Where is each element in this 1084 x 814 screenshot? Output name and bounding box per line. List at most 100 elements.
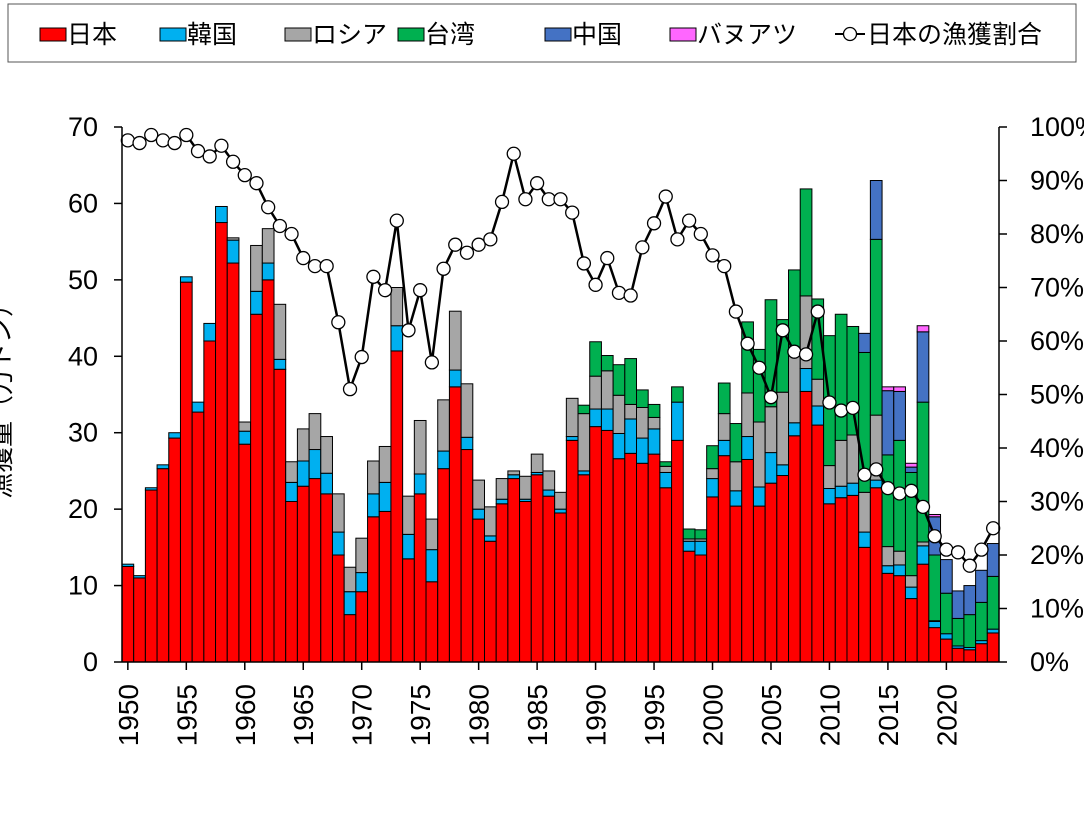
bar-segment xyxy=(390,350,404,663)
bar-segment xyxy=(343,614,357,663)
bar-segment xyxy=(846,325,860,436)
line-marker xyxy=(120,133,135,148)
bar-segment xyxy=(507,478,521,663)
x-tick-label: 1970 xyxy=(347,684,378,746)
bar-segment xyxy=(565,439,579,663)
bar-segment xyxy=(577,413,591,472)
bar-segment xyxy=(378,481,392,512)
bar-segment xyxy=(799,368,813,392)
bar-segment xyxy=(355,591,369,663)
bar-segment xyxy=(296,460,310,487)
bar-segment xyxy=(659,461,673,467)
x-tick-label: 1955 xyxy=(171,684,202,746)
bar-segment xyxy=(483,535,497,542)
bar-segment xyxy=(858,546,871,663)
bar-segment xyxy=(121,563,135,567)
bar-segment xyxy=(881,565,895,574)
legend-label: バヌアツ xyxy=(697,21,797,49)
bar-segment xyxy=(600,355,614,372)
bar-segment xyxy=(308,478,322,663)
y2-tick-label: 80% xyxy=(1030,219,1084,249)
bar-segment xyxy=(659,465,673,473)
line-marker xyxy=(214,138,229,153)
bar-segment xyxy=(706,445,719,470)
bar-segment xyxy=(928,554,942,622)
bar-segment xyxy=(425,581,439,663)
bar-segment xyxy=(542,489,556,497)
line-marker xyxy=(518,192,533,207)
line-marker xyxy=(424,355,440,370)
bar-segment xyxy=(764,452,778,484)
bar-segment xyxy=(285,461,298,483)
bar-segment xyxy=(261,262,275,281)
bar-segment xyxy=(904,586,918,600)
bar-segment xyxy=(776,391,790,466)
bar-segment xyxy=(986,632,1000,663)
line-marker xyxy=(190,143,206,159)
line-marker xyxy=(144,127,159,143)
bar-segment xyxy=(460,436,474,451)
bar-segment xyxy=(261,228,275,264)
y2-tick-label: 100% xyxy=(1030,112,1084,142)
bar-segment xyxy=(483,540,497,663)
bar-segment xyxy=(893,390,906,441)
legend-label: 台湾 xyxy=(425,21,475,49)
bar-segment xyxy=(133,577,146,663)
bar-segment xyxy=(285,501,298,663)
bar-segment xyxy=(788,353,801,424)
line-marker xyxy=(448,237,463,252)
y-tick-label: 20 xyxy=(68,494,98,524)
bar-segment xyxy=(975,569,988,603)
line-marker xyxy=(623,288,638,303)
bar-segment xyxy=(764,482,778,663)
bar-segment xyxy=(647,403,661,418)
bar-segment xyxy=(729,461,743,492)
bar-segment xyxy=(858,531,871,548)
line-marker xyxy=(600,250,615,266)
bar-segment xyxy=(811,405,825,426)
x-tick-label: 1995 xyxy=(639,684,670,746)
line-marker xyxy=(611,285,627,301)
bar-segment xyxy=(577,470,591,476)
legend-marker xyxy=(842,26,858,42)
bar-segment xyxy=(647,428,661,455)
bar-segment xyxy=(951,647,965,663)
line-marker xyxy=(494,194,510,210)
bar-segment xyxy=(600,408,614,431)
bar-segment xyxy=(904,575,918,588)
x-tick-label: 1960 xyxy=(230,684,261,746)
bar-segment xyxy=(495,478,509,500)
bar-segment xyxy=(133,575,146,579)
bar-segment xyxy=(788,422,801,437)
bar-segment xyxy=(331,493,345,533)
bar-segment xyxy=(612,432,626,460)
bar-segment xyxy=(448,386,462,663)
bar-segment xyxy=(577,474,591,663)
legend-label: ロシア xyxy=(312,21,387,49)
bar-segment xyxy=(238,421,252,432)
legend-swatch xyxy=(397,27,425,42)
bar-segment xyxy=(600,429,614,663)
line-marker xyxy=(658,189,673,204)
line-marker xyxy=(740,336,755,351)
bar-segment xyxy=(448,369,462,388)
line-marker xyxy=(775,323,790,338)
bar-segment xyxy=(881,546,895,567)
bar-segment xyxy=(788,435,801,663)
bar-segment xyxy=(741,458,754,663)
bar-segment xyxy=(916,541,930,547)
line-marker xyxy=(261,200,276,215)
bar-segment xyxy=(752,486,766,507)
bar-segment xyxy=(951,617,965,647)
line-marker xyxy=(939,542,954,557)
bar-segment xyxy=(285,481,298,502)
bar-segment xyxy=(437,399,450,452)
legend-swatch xyxy=(284,27,312,42)
bar-segment xyxy=(238,443,252,663)
bar-segment xyxy=(437,468,450,663)
bar-segment xyxy=(273,358,287,370)
line-marker xyxy=(705,248,720,263)
bar-segment xyxy=(589,375,602,410)
bar-segment xyxy=(904,462,918,468)
line-marker xyxy=(354,349,369,365)
